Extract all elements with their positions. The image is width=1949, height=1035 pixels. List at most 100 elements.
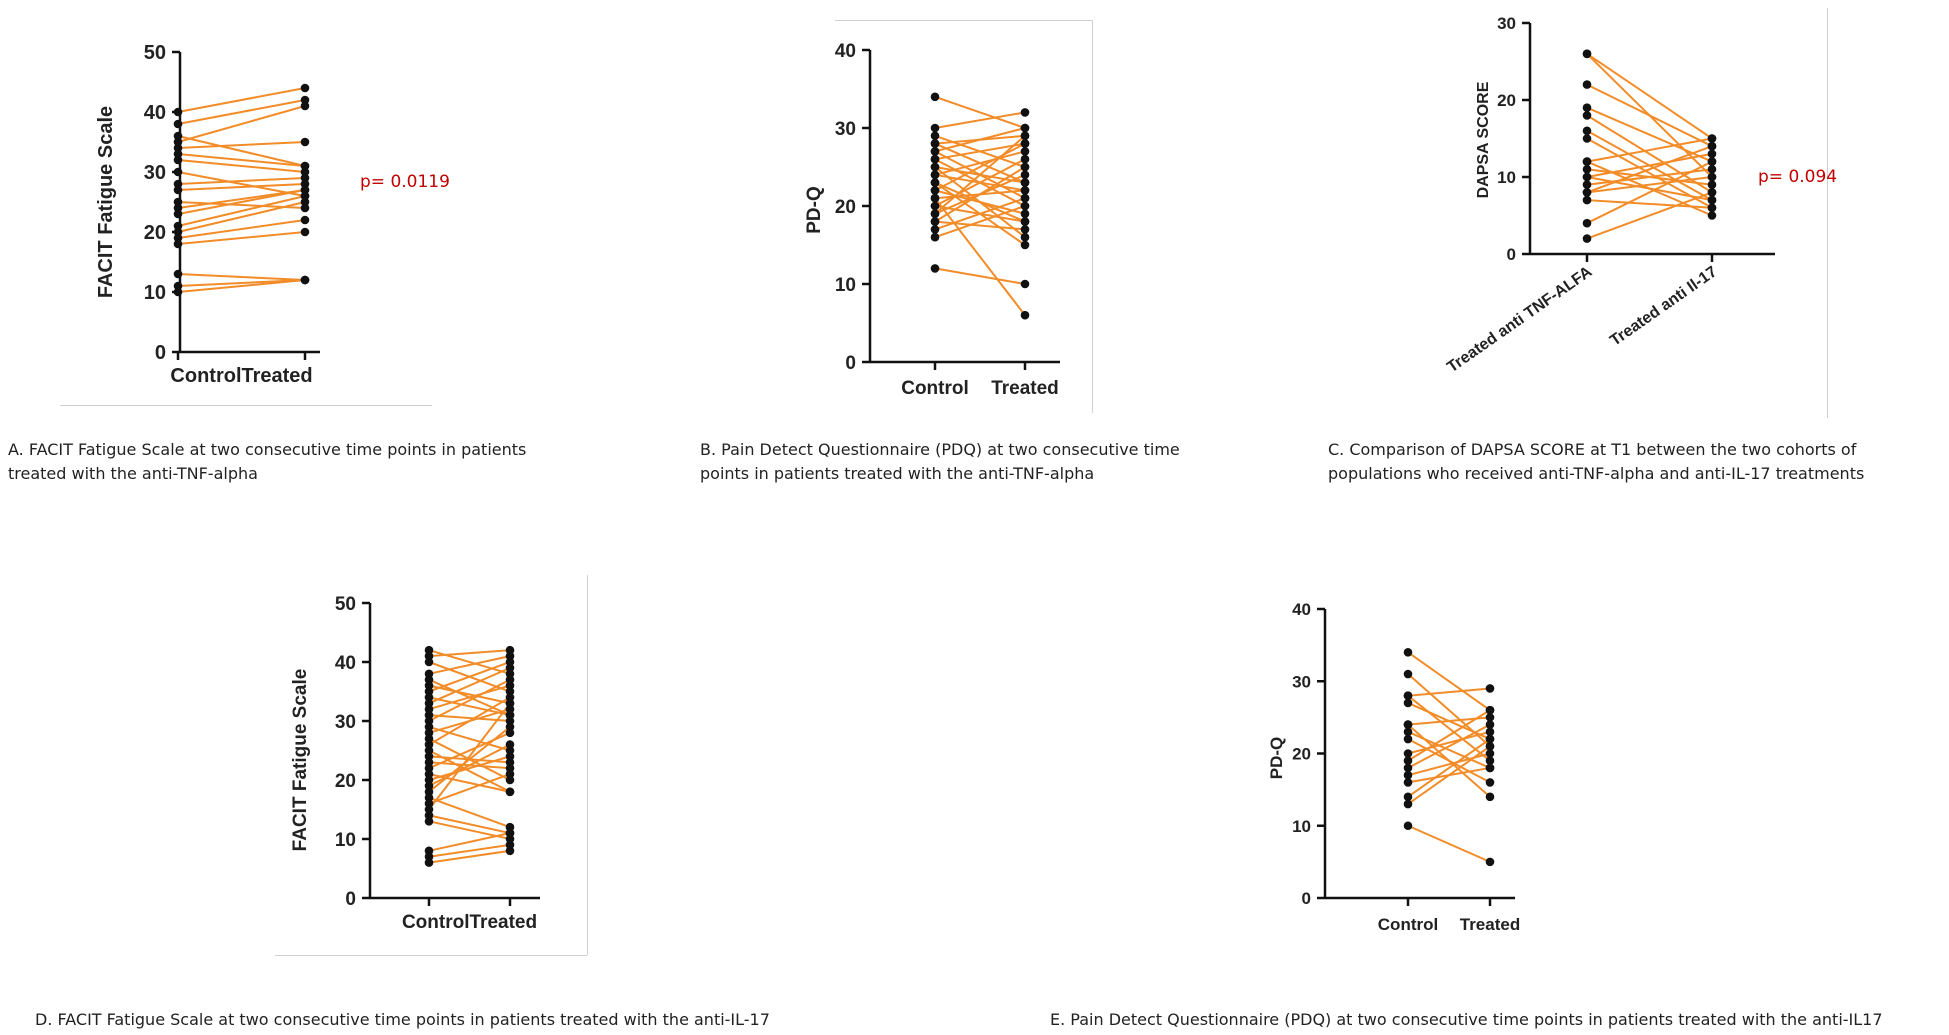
chart-e-point-control bbox=[1403, 763, 1413, 773]
chart-c-svg: 0 10 20 30 Treated anti TNF-ALFA Treated anti… bbox=[1444, 14, 1775, 376]
chart-b-point-treated bbox=[1020, 154, 1030, 164]
chart-a-pair-line bbox=[177, 141, 306, 149]
chart-e-point-control bbox=[1403, 778, 1413, 787]
chart-b-pair-line bbox=[934, 267, 1026, 285]
chart-b-pair-line bbox=[934, 166, 1026, 238]
chart-e-point-treated bbox=[1485, 756, 1495, 766]
chart-a-point-control bbox=[173, 137, 183, 147]
chart-b: 0 10 20 30 40 Control Treated PD-Q bbox=[760, 0, 1110, 420]
chart-e-pair-line bbox=[1407, 673, 1491, 748]
chart-a-point-control bbox=[173, 281, 183, 291]
chart-b-point-treated bbox=[1020, 240, 1030, 250]
chart-b-point-treated bbox=[1020, 186, 1030, 195]
chart-e-point-control bbox=[1403, 756, 1413, 766]
chart-c-y-tick-label: 10 bbox=[1497, 168, 1516, 187]
chart-a-y-tick-label: 50 bbox=[144, 42, 166, 64]
chart-a-pair-line bbox=[177, 105, 306, 143]
chart-c-pair-line bbox=[1586, 191, 1713, 240]
chart-d-point-control bbox=[424, 799, 434, 808]
chart-a-point-control bbox=[173, 239, 183, 249]
chart-a-point-control bbox=[173, 233, 183, 243]
chart-a-point-treated bbox=[300, 179, 310, 189]
chart-c-point-control bbox=[1582, 180, 1592, 189]
chart-d-pair-line bbox=[428, 832, 511, 852]
chart-a-point-control bbox=[173, 197, 183, 207]
chart-d-point-control bbox=[424, 763, 434, 773]
chart-e-point-treated bbox=[1485, 741, 1495, 751]
chart-d-point-treated bbox=[505, 787, 515, 797]
chart-d-point-control bbox=[424, 699, 434, 708]
chart-b-point-control bbox=[930, 201, 940, 211]
chart-c-point-treated bbox=[1707, 195, 1717, 205]
chart-a-pvalue: p= 0.0119 bbox=[360, 172, 450, 192]
chart-b-frame-right bbox=[1092, 20, 1093, 413]
chart-c-point-treated bbox=[1707, 211, 1717, 220]
chart-d-point-control bbox=[424, 758, 434, 767]
chart-d-pair-line bbox=[428, 849, 511, 864]
chart-c-point-control bbox=[1582, 157, 1592, 166]
chart-a-x-tick-label-2: Treated bbox=[242, 365, 313, 387]
chart-d-point-treated bbox=[505, 769, 515, 779]
chart-e-point-treated bbox=[1485, 778, 1495, 787]
chart-c-pair-line bbox=[1586, 176, 1713, 194]
chart-b-point-control bbox=[930, 264, 940, 273]
chart-a-point-treated bbox=[300, 83, 310, 93]
chart-d-point-treated bbox=[505, 763, 515, 773]
chart-d-point-treated bbox=[505, 746, 515, 755]
chart-d-point-control bbox=[424, 704, 434, 714]
chart-d-y-axis-title: FACIT Fatigue Scale bbox=[290, 669, 311, 852]
chart-e: 0 10 20 30 40 Control Treated PD-Q bbox=[1240, 590, 1620, 950]
chart-b-point-treated bbox=[1020, 209, 1030, 219]
chart-b-pair-line bbox=[934, 111, 1026, 129]
chart-e-point-treated bbox=[1485, 684, 1495, 693]
chart-e-pair-line bbox=[1407, 752, 1491, 777]
chart-d-pair-line bbox=[428, 678, 511, 722]
chart-d-point-treated bbox=[505, 846, 515, 856]
chart-d-point-treated bbox=[505, 775, 515, 785]
chart-a-point-control bbox=[173, 107, 183, 117]
chart-d-pair-line bbox=[428, 696, 511, 746]
chart-e-point-treated bbox=[1485, 720, 1495, 729]
chart-d-pair-line bbox=[428, 796, 511, 829]
chart-e-pair-line bbox=[1407, 824, 1491, 863]
chart-b-x-tick-label-2: Treated bbox=[991, 378, 1059, 399]
chart-e-pair-line bbox=[1407, 738, 1491, 798]
chart-e-y-tick-label: 40 bbox=[1292, 600, 1311, 619]
chart-d-point-control bbox=[424, 793, 434, 802]
chart-a-point-treated bbox=[300, 203, 310, 213]
chart-c-pair-line bbox=[1586, 160, 1713, 225]
chart-a-y-tick-label: 0 bbox=[155, 342, 166, 364]
chart-c-x-tick-label-2: Treated anti Il-17 bbox=[1607, 263, 1720, 349]
chart-c-point-treated bbox=[1707, 165, 1717, 174]
caption-c-line1: C. Comparison of DAPSA SCORE at T1 betwe… bbox=[1328, 440, 1857, 459]
chart-d-point-treated bbox=[505, 675, 515, 684]
chart-d-point-control bbox=[424, 657, 434, 667]
chart-b-point-control bbox=[930, 170, 940, 180]
chart-b-pair-line bbox=[934, 205, 1026, 239]
chart-c-point-control bbox=[1582, 188, 1592, 197]
chart-b-pair-line bbox=[934, 197, 1026, 316]
chart-d-pair-line bbox=[428, 743, 511, 787]
chart-a-svg: 0 10 20 30 40 50 Control Treated FACIT Fatigue S… bbox=[95, 42, 320, 387]
chart-c-point-control bbox=[1582, 80, 1592, 89]
chart-a-point-control bbox=[173, 221, 183, 231]
chart-a-y-tick-label: 30 bbox=[144, 162, 166, 184]
chart-c-point-control bbox=[1582, 195, 1592, 205]
chart-d-point-treated bbox=[505, 704, 515, 714]
chart-b-pair-line bbox=[934, 220, 1026, 231]
chart-b-point-treated bbox=[1020, 123, 1030, 133]
chart-c-frame-right bbox=[1827, 8, 1828, 418]
chart-d-pair-line bbox=[428, 843, 511, 858]
chart-e-pair-line bbox=[1407, 694, 1491, 762]
chart-d-point-treated bbox=[505, 663, 515, 673]
chart-c-pair-line bbox=[1586, 152, 1713, 178]
chart-d-point-treated bbox=[505, 740, 515, 749]
chart-b-point-treated bbox=[1020, 279, 1030, 289]
chart-d-point-control bbox=[424, 781, 434, 791]
chart-d-pair-line bbox=[428, 814, 511, 835]
chart-d-point-control bbox=[424, 787, 434, 797]
chart-e-point-treated bbox=[1485, 857, 1495, 867]
chart-b-point-treated bbox=[1020, 217, 1030, 226]
chart-c-point-control bbox=[1582, 218, 1592, 228]
chart-e-pair-line bbox=[1407, 723, 1491, 798]
